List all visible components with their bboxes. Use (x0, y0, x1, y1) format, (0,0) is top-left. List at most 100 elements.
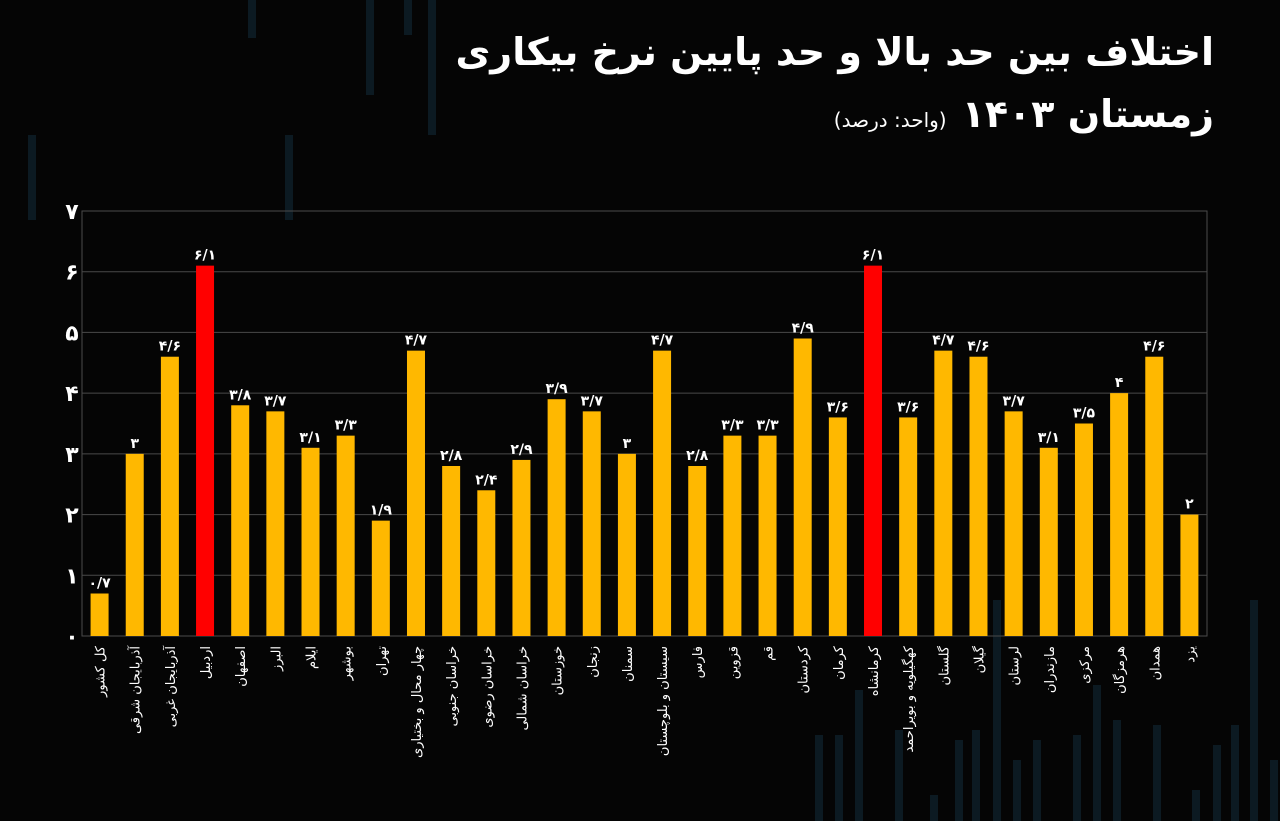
bar-value-label: ۰/۷ (88, 576, 111, 592)
bar (231, 405, 250, 636)
background-bar (1073, 735, 1081, 821)
bar (1180, 514, 1199, 636)
bar (371, 520, 390, 636)
y-tick-label: ۳ (65, 443, 79, 468)
subtitle-row: زمستان ۱۴۰۳ (واحد: درصد) (834, 92, 1214, 136)
background-bar (955, 740, 963, 821)
bar (512, 459, 531, 636)
bar (1074, 423, 1093, 636)
bar (90, 593, 109, 636)
x-tick-label: خراسان شمالی (515, 646, 530, 731)
x-tick-label: گیلان (971, 645, 987, 673)
chart-subtitle: زمستان ۱۴۰۳ (961, 92, 1214, 136)
unit-label: (واحد: درصد) (833, 108, 947, 132)
bar (864, 265, 883, 636)
background-bar (1192, 790, 1200, 821)
x-tick-label: فارس (691, 646, 706, 678)
bar (582, 411, 601, 636)
x-tick-label: مرکزی (1078, 646, 1093, 684)
background-bar (815, 735, 823, 821)
x-tick-label: هرمزگان (1112, 646, 1128, 694)
bar-value-label: ۲/۴ (475, 472, 498, 488)
bar-value-label: ۳/۷ (1003, 393, 1026, 409)
bar (301, 447, 320, 636)
bar-value-label: ۳/۷ (264, 393, 287, 409)
background-bar (1213, 745, 1221, 821)
bar-value-label: ۴/۶ (967, 339, 989, 355)
bar-value-label: ۴/۷ (651, 333, 674, 349)
bar-value-label: ۳ (130, 436, 139, 452)
x-tick-label: کرمانشاه (867, 645, 882, 696)
bar-value-label: ۲/۸ (686, 448, 709, 464)
y-tick-label: ۶ (65, 261, 78, 286)
bar (125, 453, 144, 636)
bar-value-label: ۴/۶ (159, 339, 181, 355)
y-tick-label: ۰ (65, 625, 78, 650)
x-tick-label: کرمان (832, 645, 847, 680)
y-tick-label: ۴ (65, 382, 78, 407)
background-bar (1013, 760, 1021, 821)
bar-value-label: ۴ (1115, 375, 1124, 391)
bar-value-label: ۴/۶ (1143, 339, 1165, 355)
bar (653, 350, 672, 636)
y-tick-label: ۱ (65, 564, 78, 589)
x-tick-label: زنجان (586, 646, 601, 678)
bar (793, 338, 812, 636)
x-tick-label: گلستان (936, 645, 952, 685)
background-bar (972, 730, 980, 821)
bar-value-label: ۳/۱ (1038, 430, 1060, 446)
bar (899, 417, 918, 636)
bar (1039, 447, 1058, 636)
bar (828, 417, 847, 636)
bar-value-label: ۳/۳ (756, 418, 779, 434)
x-tick-label: یزد (1183, 646, 1198, 663)
bar (1145, 356, 1164, 636)
background-bar (285, 135, 293, 220)
background-bar (366, 0, 374, 95)
bar-value-label: ۳/۳ (335, 418, 358, 434)
bar-value-label: ۴/۷ (405, 333, 428, 349)
bar (723, 435, 742, 636)
bar (758, 435, 777, 636)
bar-value-label: ۲/۸ (440, 448, 463, 464)
background-bar (993, 600, 1001, 821)
bar-value-label: ۳/۳ (721, 418, 744, 434)
background-bar (895, 730, 903, 821)
x-tick-label: همدان (1148, 646, 1163, 680)
background-bar (1093, 685, 1101, 821)
x-tick-label: قم (762, 646, 777, 661)
background-bar (855, 690, 863, 821)
x-tick-label: البرز (269, 646, 284, 672)
bar-value-label: ۱/۹ (370, 503, 393, 519)
background-bar (1033, 740, 1041, 821)
bar (1004, 411, 1023, 636)
bar-value-label: ۳/۶ (827, 399, 849, 415)
x-tick-label: سیستان و بلوچستان (656, 646, 671, 756)
plot-area-frame (81, 210, 1208, 637)
bar-value-label: ۳/۵ (1073, 406, 1096, 422)
bar (547, 399, 566, 636)
x-tick-label: خراسان جنوبی (445, 646, 460, 726)
chart-title: اختلاف بین حد بالا و حد پایین نرخ بیکاری (455, 30, 1214, 74)
y-tick-label: ۲ (65, 504, 79, 529)
x-tick-label: بوشهر (340, 646, 355, 681)
x-tick-label: آذربایجان غربی (162, 645, 179, 728)
bar (477, 490, 496, 636)
bar-value-label: ۴/۷ (932, 333, 955, 349)
bar-value-label: ۲ (1185, 497, 1194, 513)
bar-value-label: ۶/۱ (194, 248, 216, 264)
bar-value-label: ۳ (623, 436, 632, 452)
bar (442, 466, 461, 636)
x-tick-label: خراسان رضوی (480, 646, 495, 728)
background-bar (28, 135, 36, 220)
bar-value-label: ۳/۷ (581, 393, 604, 409)
background-bar (930, 795, 938, 821)
background-bar (1231, 725, 1239, 821)
bar (406, 350, 425, 636)
y-tick-label: ۷ (65, 200, 79, 225)
bar-value-label: ۲/۹ (510, 442, 533, 458)
bar (160, 356, 179, 636)
x-tick-label: چهار محال و بختیاری (410, 646, 425, 758)
background-bar (404, 0, 412, 35)
